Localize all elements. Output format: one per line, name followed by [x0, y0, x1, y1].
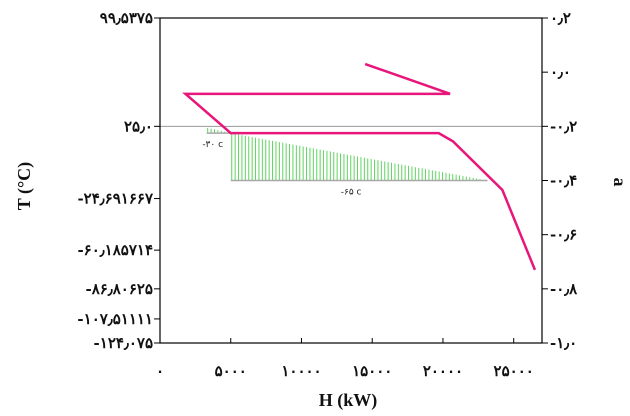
baseline-layer — [206, 132, 488, 182]
y-right-axis-title: a — [610, 178, 630, 187]
annotation-layer: -۳۰ c -۶۵ c — [202, 140, 361, 197]
shaded-region-label: -۳۰ c — [202, 140, 223, 150]
x-tick-label: ۰ — [156, 362, 164, 380]
y-right-tick-label: ۰٫۲ — [550, 9, 571, 27]
y-left-tick-label: -۶۰٫۱۸۵۷۱۴ — [77, 241, 153, 259]
y-left-tick-label: -۱۰۷٫۵۱۱۱۱ — [77, 310, 153, 328]
y-left-tick-label: ۲۵٫۰ — [124, 117, 153, 135]
y-right-tick-label: -۰٫۶ — [550, 226, 577, 244]
x-tick-label: ۱۵۰۰۰ — [352, 362, 392, 380]
y-right-tick-label: ۰٫۰ — [550, 63, 571, 81]
y-left-tick-label: -۱۲۴٫۰۷۵ — [94, 334, 153, 352]
x-tick-label: ۵۰۰۰ — [215, 362, 247, 380]
ticks-layer: ۰ ۵۰۰۰ ۱۰۰۰۰ ۱۵۰۰۰ ۲۰۰۰۰ ۲۵۰۰۰ ۹۹٫۵۳۷۵ ۲۵٫۰ -۲۴٫… — [77, 9, 578, 380]
x-axis-title: H (kW) — [319, 390, 378, 411]
x-tick-label: ۲۵۰۰۰ — [494, 362, 534, 380]
pink-curve-series — [182, 62, 537, 271]
shaded-region-label: -۶۵ c — [341, 188, 362, 198]
shaded-hatch-layer — [207, 127, 481, 181]
y-right-tick-label: -۰٫۲ — [550, 117, 577, 135]
x-tick-label: ۲۰۰۰۰ — [423, 362, 463, 380]
x-tick-label: ۱۰۰۰۰ — [281, 362, 321, 380]
y-left-axis-title: T (°C) — [14, 162, 35, 210]
y-right-tick-label: -۱٫۰ — [550, 334, 577, 352]
y-right-tick-label: -۰٫۸ — [550, 280, 578, 298]
y-left-tick-label: ۹۹٫۵۳۷۵ — [100, 9, 153, 27]
y-left-tick-label: -۸۶٫۸۰۶۲۵ — [85, 280, 153, 298]
y-right-tick-label: -۰٫۴ — [550, 172, 577, 190]
y-left-tick-label: -۲۴٫۶۹۱۶۶۷ — [77, 190, 154, 208]
